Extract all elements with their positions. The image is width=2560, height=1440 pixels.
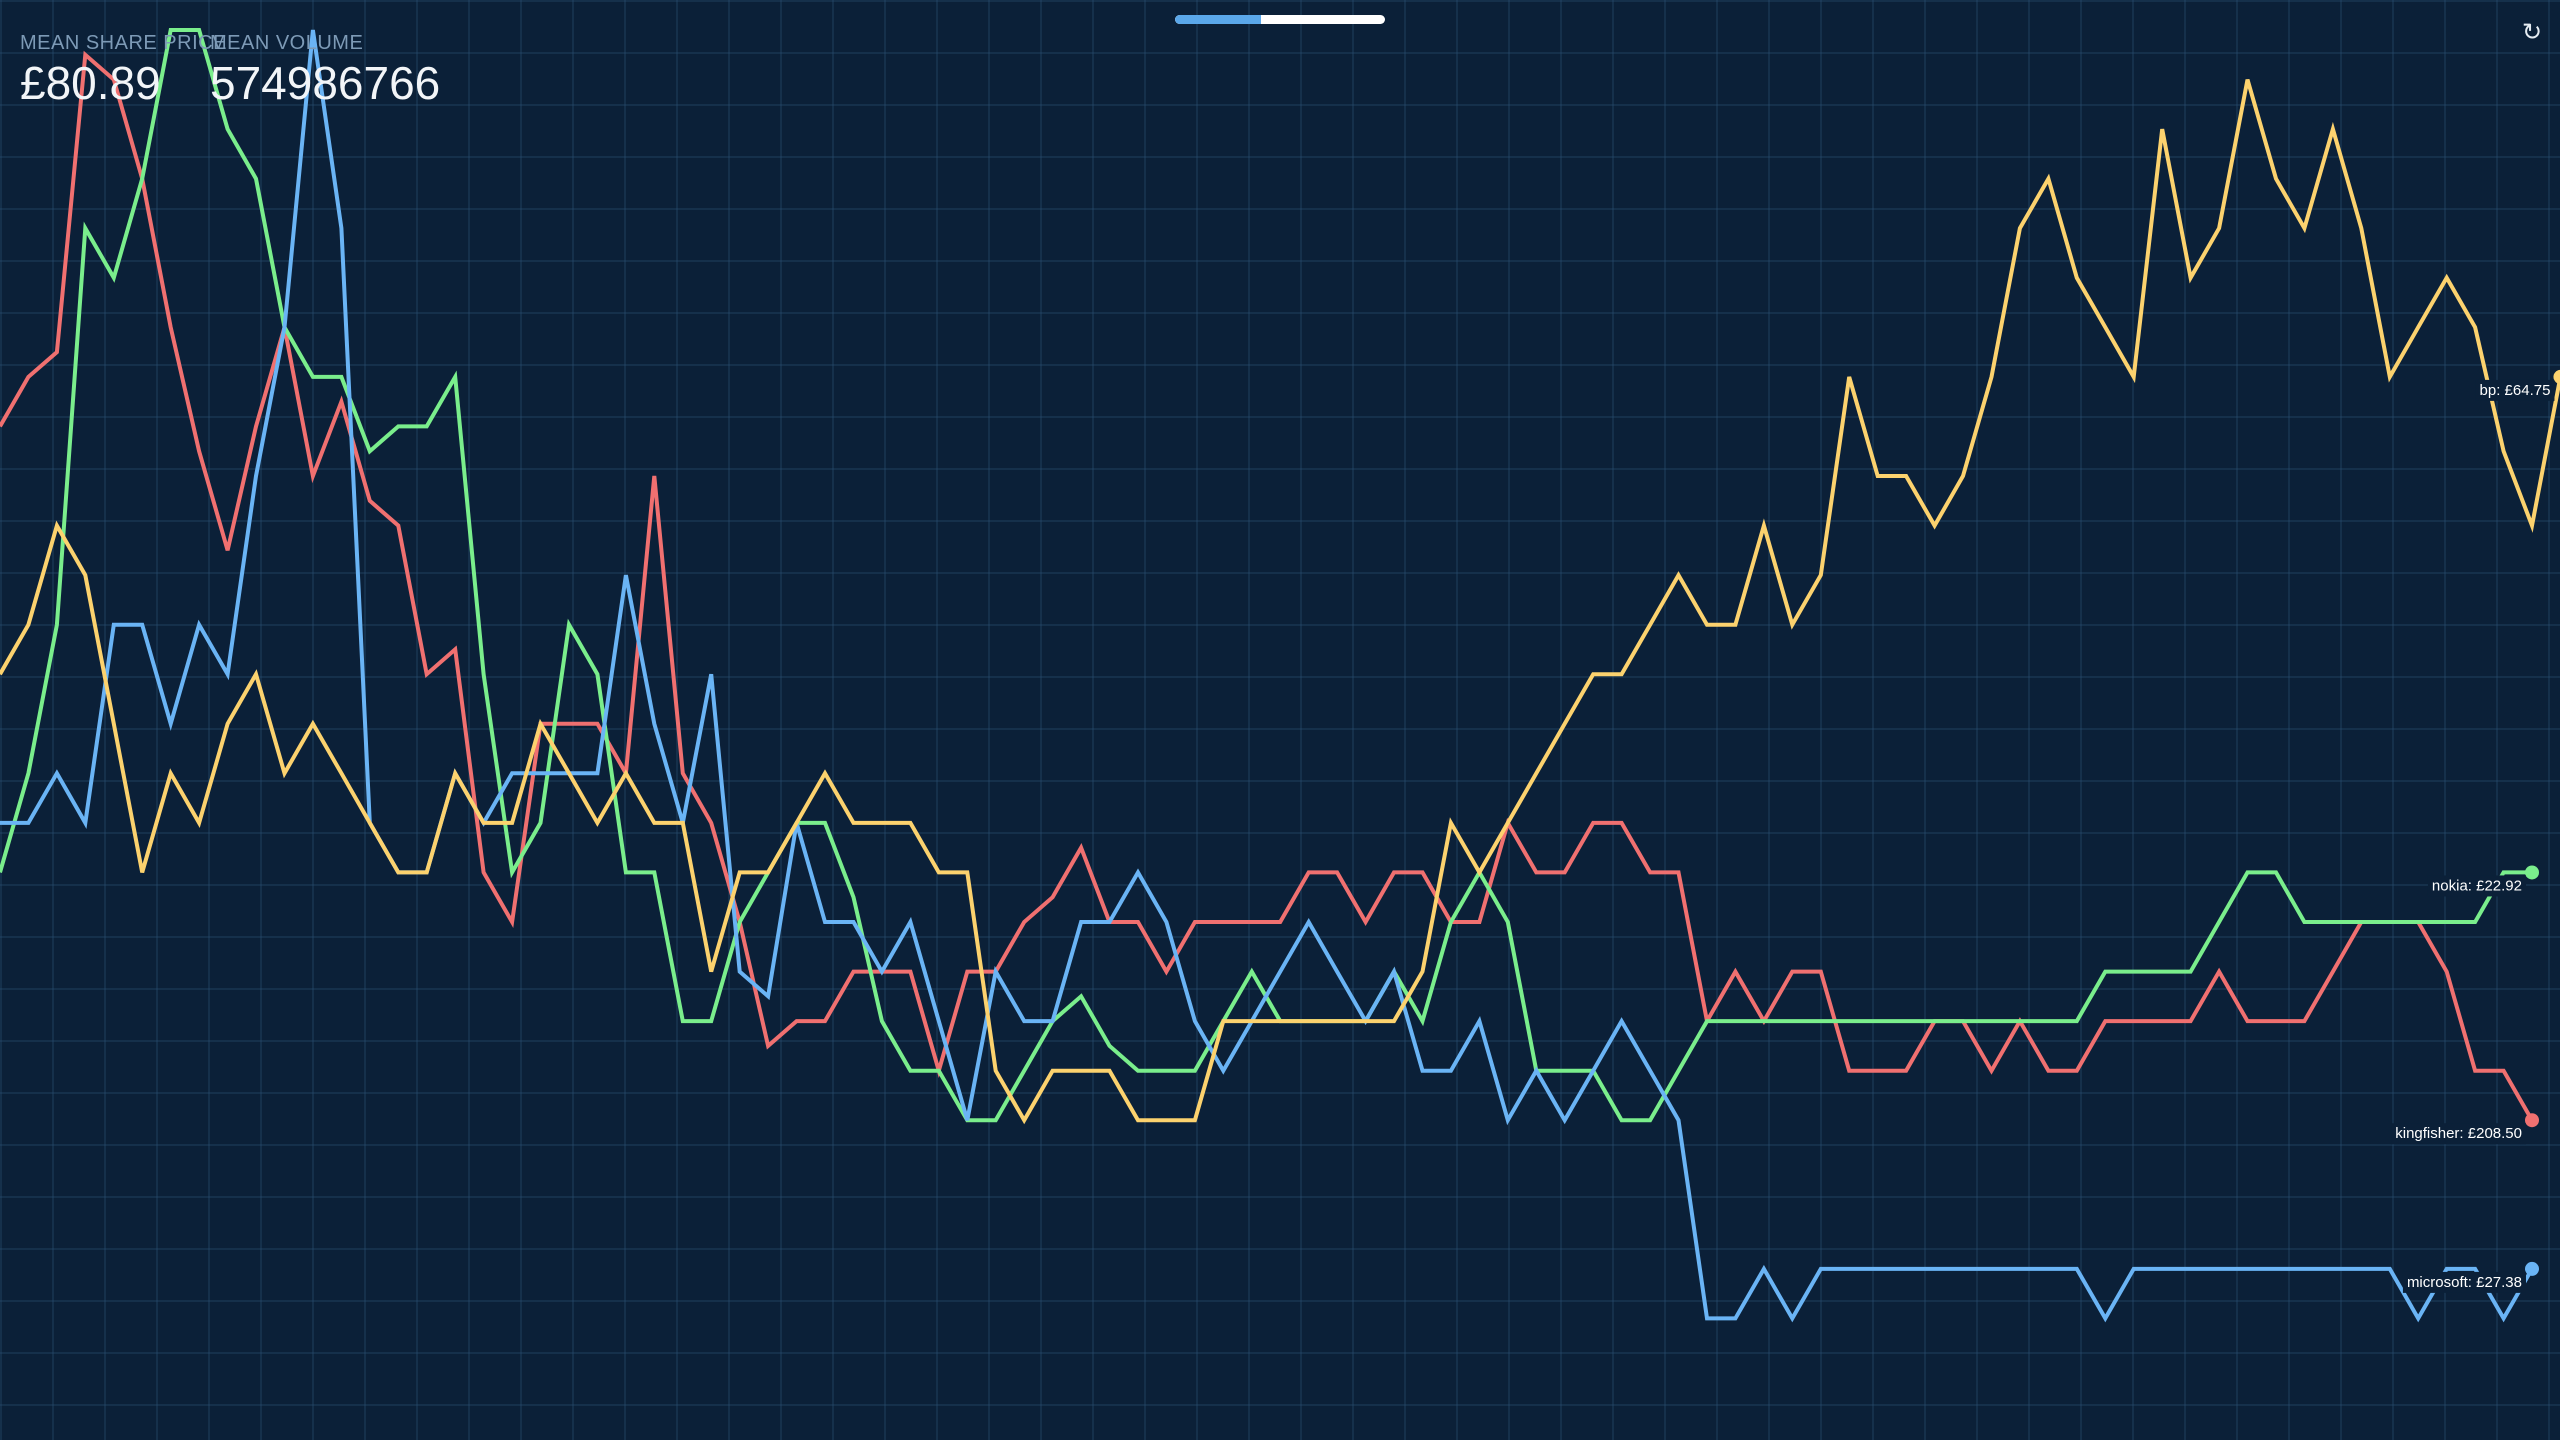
series-line-bp xyxy=(0,79,2560,1125)
series-line-nokia xyxy=(0,28,2532,1123)
mean-share-price-value: £80.89 xyxy=(20,57,161,109)
progress-bar xyxy=(1175,15,1385,24)
series-end-label-bp: bp: £64.75 xyxy=(2480,382,2551,399)
series-end-labels: kingfisher: £208.50 nokia: £22.92 microsof… xyxy=(2391,379,2555,1293)
progress-bar-fill xyxy=(1175,15,1262,24)
series-end-label-bg-microsoft xyxy=(2402,1271,2526,1293)
series-end-point-microsoft xyxy=(2525,1261,2539,1276)
mean-share-price-label: MEAN SHARE PRICE xyxy=(20,32,227,54)
series-end-label-bg-nokia xyxy=(2427,875,2526,897)
series-end-label-kingfisher: kingfisher: £208.50 xyxy=(2395,1125,2522,1142)
mean-volume-value: 574986766 xyxy=(210,57,441,109)
mean-volume-label: MEAN VOLUME xyxy=(210,32,364,54)
series-end-label-nokia: nokia: £22.92 xyxy=(2432,877,2522,894)
series-end-point-kingfisher xyxy=(2525,1113,2539,1128)
series-lines xyxy=(0,28,2560,1323)
series-line-kingfisher xyxy=(0,50,2534,1122)
series-end-label-microsoft: microsoft: £27.38 xyxy=(2407,1274,2522,1291)
series-end-label-bg-kingfisher xyxy=(2391,1123,2526,1145)
mean-volume-stat: MEAN VOLUME 574986766 xyxy=(210,30,440,110)
mean-share-price-stat: MEAN SHARE PRICE £80.89 xyxy=(20,30,227,110)
refresh-icon[interactable]: ↻ xyxy=(2521,18,2543,46)
series-end-point-bp xyxy=(2553,369,2560,384)
series-end-point-nokia xyxy=(2525,865,2539,880)
series-end-label-bg-bp xyxy=(2475,379,2555,401)
